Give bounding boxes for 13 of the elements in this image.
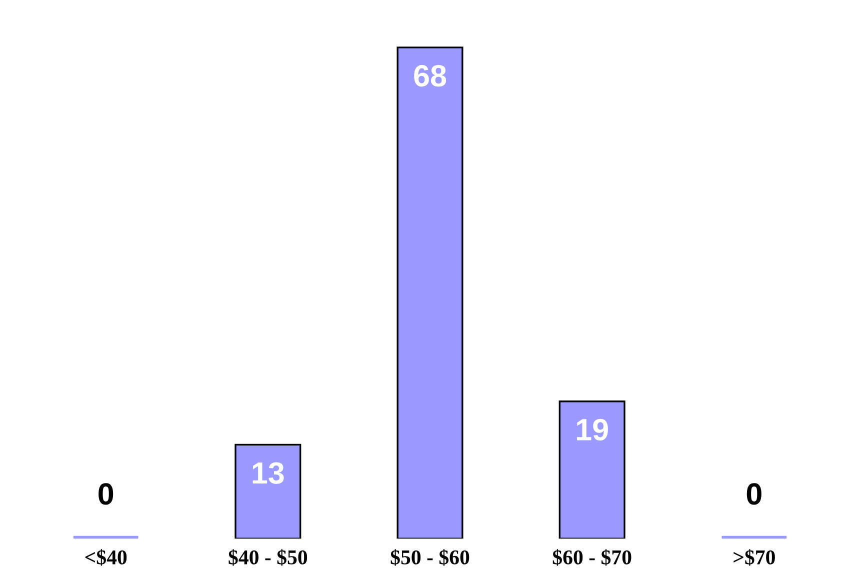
data-label: 19 xyxy=(577,418,608,440)
data-label: 0 xyxy=(746,483,762,505)
bar xyxy=(396,46,464,539)
x-tick-label: <$40 xyxy=(85,549,127,566)
bar xyxy=(234,444,302,539)
x-tick-label: $50 - $60 xyxy=(390,549,470,566)
data-label: 13 xyxy=(252,462,284,484)
x-tick-label: >$70 xyxy=(734,549,775,566)
x-tick-label: $60 - $70 xyxy=(552,549,632,566)
data-label: 0 xyxy=(98,483,114,505)
data-label: 68 xyxy=(414,64,446,87)
bar xyxy=(558,400,626,539)
x-tick-label: $40 - $50 xyxy=(228,549,308,566)
